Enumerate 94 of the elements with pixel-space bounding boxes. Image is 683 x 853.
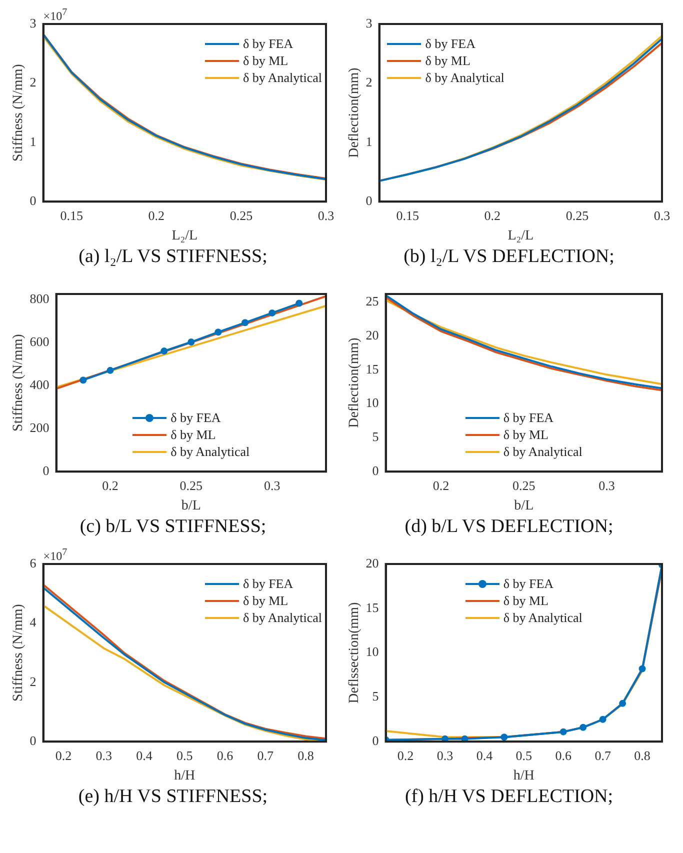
x-axis-title: b/L [181,498,201,514]
y-tick-label: 0 [372,733,379,748]
x-tick-label: 0.5 [516,748,532,763]
y-tick-label: 4 [30,614,37,630]
x-tick-label: 0.5 [176,748,193,763]
x-tick-label: 0.4 [476,748,494,763]
x-tick-label: 0.2 [148,208,165,223]
legend-label: δ by Analytical [242,70,322,86]
x-axis-title: h/H [174,768,196,784]
x-tick-label: 0.25 [230,208,253,223]
legend-label: δ by FEA [170,410,221,426]
y-tick-label: 3 [30,15,36,30]
y-axis-title: Stiffness (N/mm) [11,604,26,702]
legend-label: δ by ML [503,593,548,609]
legend-label: δ by ML [242,593,288,609]
y-tick-label: 25 [366,294,379,309]
y-axis-title: Deflection(mm) [347,67,362,158]
y-tick-label: 3 [366,15,372,30]
x-tick-label: 0.15 [60,208,83,223]
legend-label: δ by Analytical [170,444,250,460]
y-tick-label: 2 [30,74,36,90]
y-axis-title: Stiffness (N/mm) [11,334,26,432]
x-tick-label: 0.2 [55,748,72,763]
legend-label: δ by FEA [503,576,554,592]
annotation: ×10$^{7}$ [43,7,68,24]
y-tick-label: 10 [366,395,379,410]
x-tick-label: 0.7 [594,748,612,763]
x-tick-label: 0.15 [396,208,419,223]
legend-label: δ by ML [503,426,548,443]
x-tick-label: 0.3 [436,748,454,763]
y-tick-label: 800 [30,290,50,306]
y-tick-label: 0 [366,193,372,208]
x-tick-label: 0.25 [566,208,589,223]
x-tick-label: 0.2 [102,478,118,493]
text: (b) l₂/L VS DEFLECTION; [404,246,614,268]
text: (f) h/H VS DEFLECTION; [404,786,614,808]
text: (a) l₂/L VS STIFFNESS; [78,246,268,268]
y-tick-label: 1 [30,134,36,149]
y-tick-label: 15 [366,600,379,615]
y-tick-label: 5 [372,688,379,704]
y-tick-label: 10 [366,644,379,660]
x-tick-label: 0.3 [598,478,615,493]
y-tick-label: 400 [30,376,50,392]
text: (c) b/L VS STIFFNESS; [80,516,266,538]
x-tick-label: 0.3 [654,208,670,223]
y-tick-label: 5 [372,429,379,444]
y-tick-label: 15 [366,361,379,376]
x-tick-label: 0.2 [397,748,414,763]
x-tick-label: 0.6 [216,748,234,763]
x-tick-label: 0.3 [96,748,112,763]
x-axis-title: h/H [513,768,534,784]
legend-label: δ by ML [425,53,470,69]
x-tick-label: 0.25 [512,478,536,493]
y-axis-title: Deflection(mm) [347,337,362,428]
y-axis-title: Deflssection(mm) [347,602,362,704]
y-axis-title: Stiffness (N/mm) [11,64,26,162]
y-tick-label: 200 [30,420,50,435]
y-tick-label: 600 [30,334,50,349]
x-tick-label: 0.3 [318,208,334,223]
legend-label: δ by ML [242,53,288,69]
y-tick-label: 0 [372,463,379,478]
x-tick-label: 0.2 [484,208,501,223]
y-tick-label: 2 [366,74,372,90]
x-tick-label: 0.25 [180,478,203,493]
x-tick-label: 0.8 [634,748,650,763]
x-tick-label: 0.3 [264,478,280,493]
legend-label: δ by Analytical [503,610,582,626]
y-tick-label: 20 [366,555,379,570]
x-tick-label: 0.4 [136,748,153,763]
x-axis-title: b/L [514,498,534,514]
legend-label: δ by Analytical [242,610,322,626]
legend-label: δ by FEA [242,576,294,592]
legend-label: δ by FEA [242,36,294,52]
y-tick-label: 0 [30,733,36,748]
x-tick-label: 0.7 [257,748,274,763]
y-tick-label: 0 [42,463,50,478]
x-axis-title: L₂/L [172,228,198,244]
legend-label: δ by ML [170,426,216,443]
y-tick-label: 0 [30,193,36,208]
legend-label: δ by Analytical [503,444,582,460]
x-tick-label: 0.8 [298,748,314,763]
y-tick-label: 6 [30,555,37,570]
x-tick-label: 0.6 [555,748,572,763]
text: (d) b/L VS DEFLECTION; [404,516,614,538]
y-tick-label: 1 [366,134,372,149]
annotation: ×10$^{7}$ [43,547,68,564]
legend-label: δ by FEA [425,36,476,52]
legend-label: δ by Analytical [425,70,504,86]
x-tick-label: 0.2 [432,478,450,493]
y-tick-label: 20 [366,327,379,342]
x-axis-title: L₂/L [508,228,534,244]
text: (e) h/H VS STIFFNESS; [78,786,268,808]
legend-label: δ by FEA [503,410,554,426]
y-tick-label: 2 [30,674,36,689]
